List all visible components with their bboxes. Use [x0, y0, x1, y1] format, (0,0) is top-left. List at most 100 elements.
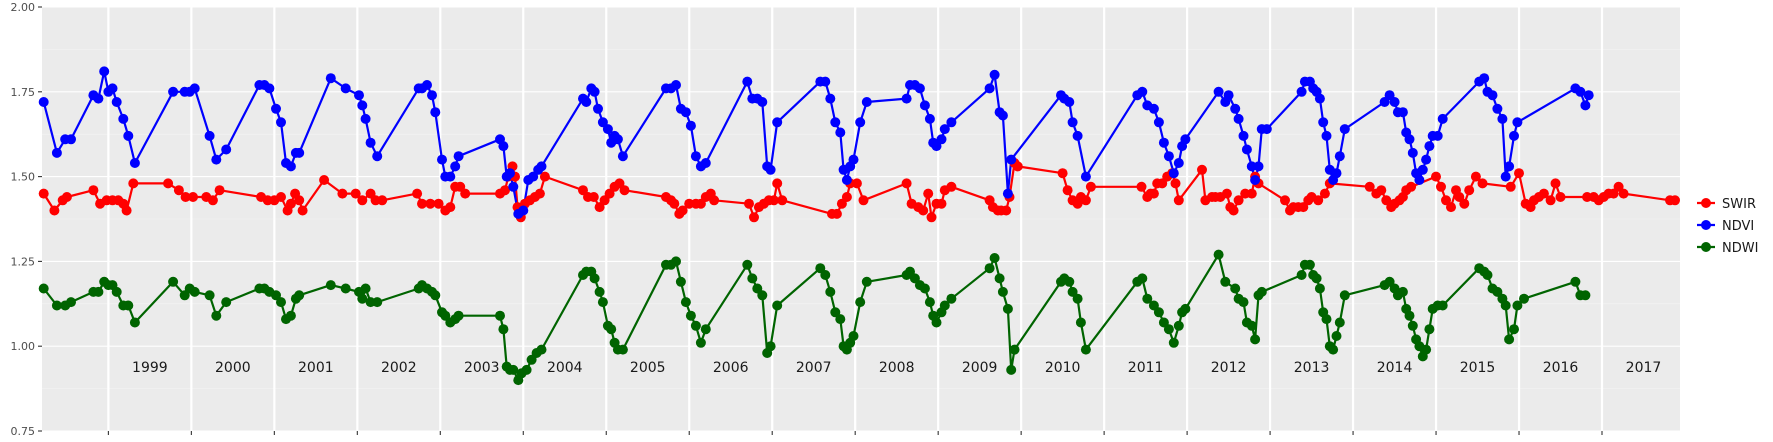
- swir-point: [918, 205, 929, 216]
- ndvi-point: [498, 141, 509, 152]
- ndwi-point: [1334, 317, 1345, 328]
- year-label: 2016: [1543, 360, 1579, 376]
- ndwi-point: [372, 297, 383, 308]
- ndvi-point: [757, 97, 768, 107]
- legend-key-point: [1701, 198, 1711, 208]
- swir-point: [188, 192, 198, 202]
- swir-point: [38, 188, 49, 199]
- ndvi-point: [1261, 124, 1272, 135]
- swir-point: [1319, 188, 1330, 199]
- ndwi-point: [919, 283, 930, 294]
- ndwi-point: [606, 324, 617, 335]
- ndvi-point: [285, 161, 296, 172]
- swir-point: [297, 205, 308, 216]
- swir-point: [1505, 181, 1516, 192]
- ndvi-point: [617, 151, 628, 162]
- ndvi-point: [1080, 171, 1091, 182]
- swir-point: [1431, 171, 1441, 182]
- ndwi-point: [211, 310, 222, 321]
- ndvi-point: [690, 151, 701, 162]
- swir-point: [337, 188, 348, 199]
- ndwi-point: [1482, 270, 1493, 280]
- ndwi-point: [989, 253, 1000, 263]
- swir-point: [1364, 181, 1375, 192]
- ndvi-point: [772, 117, 783, 128]
- ndwi-point: [168, 276, 179, 287]
- ndwi-point: [700, 324, 711, 335]
- swir-point: [588, 192, 599, 202]
- swir-point: [1170, 178, 1181, 189]
- ndwi-point: [508, 364, 519, 375]
- ndwi-point: [51, 300, 62, 311]
- swir-point: [1538, 188, 1549, 199]
- ndwi-point: [93, 286, 104, 297]
- ndvi-point: [271, 103, 281, 114]
- swir-point: [49, 205, 60, 216]
- ndwi-point: [1304, 259, 1315, 270]
- swir-point: [1313, 195, 1324, 206]
- swir-point: [858, 195, 869, 206]
- ndwi-point: [1519, 293, 1529, 304]
- ndvi-point: [830, 117, 841, 128]
- ndvi-point: [1137, 86, 1148, 97]
- swir-point: [1001, 205, 1012, 216]
- ndvi-point: [1233, 113, 1244, 124]
- year-label: 2015: [1460, 360, 1496, 376]
- ndwi-point: [357, 293, 368, 304]
- ndvi-point: [1163, 151, 1174, 162]
- ndwi-point: [1137, 273, 1148, 284]
- swir-point: [1221, 188, 1232, 199]
- ndwi-points: [38, 249, 1591, 386]
- ndwi-point: [1080, 344, 1091, 355]
- ndwi-point: [536, 344, 547, 355]
- swir-point: [1233, 195, 1244, 206]
- swir-point: [1280, 195, 1290, 206]
- swir-point: [128, 178, 139, 189]
- ndvi-point: [189, 83, 200, 94]
- ndvi-point: [129, 158, 140, 168]
- ndvi-point: [1583, 90, 1594, 101]
- swir-point: [851, 178, 862, 189]
- ndwi-point: [1163, 324, 1174, 335]
- ndvi-point: [427, 90, 437, 101]
- major-gridlines: [42, 6, 1680, 432]
- ndwi-point: [690, 320, 701, 331]
- ndwi-point: [1509, 324, 1519, 335]
- ndvi-point: [1223, 90, 1234, 101]
- ndvi-point: [1238, 130, 1249, 141]
- swir-point: [214, 185, 225, 196]
- ndvi-point: [700, 158, 711, 168]
- ndwi-point: [221, 297, 232, 308]
- ndvi-point: [1253, 161, 1264, 172]
- ndvi-point: [936, 134, 947, 145]
- ndvi-point: [680, 107, 691, 118]
- swir-point: [923, 188, 934, 199]
- swir-point: [1012, 161, 1023, 172]
- year-label: 2011: [1128, 360, 1164, 376]
- ndvi-point: [99, 66, 110, 77]
- swir-point: [1436, 181, 1446, 192]
- y-tick-label: 1.50: [11, 171, 36, 184]
- swir-point: [276, 192, 286, 202]
- ndwi-point: [1424, 324, 1435, 335]
- swir-point: [1670, 195, 1680, 206]
- swir-point: [1459, 198, 1470, 209]
- ndwi-point: [1504, 334, 1515, 345]
- ndvi-point: [1509, 130, 1519, 141]
- ndwi-point: [1397, 286, 1408, 297]
- ndvi-point: [1407, 147, 1418, 158]
- swir-point: [319, 175, 330, 185]
- ndvi-point: [1331, 168, 1342, 179]
- ndwi-point: [521, 364, 532, 375]
- swir-point: [433, 198, 444, 209]
- year-label: 2002: [381, 360, 417, 376]
- ndvi-point: [372, 151, 383, 162]
- ndvi-point: [1148, 103, 1159, 114]
- year-labels: 1999 2000 2001 2002 2003 2004 2005 2006 2007 2008…: [132, 360, 1661, 376]
- year-label: 2008: [879, 360, 915, 376]
- ndvi-point: [1500, 171, 1511, 182]
- swir-point: [425, 198, 436, 209]
- legend-key-point: [1701, 242, 1711, 252]
- swir-point: [417, 198, 427, 209]
